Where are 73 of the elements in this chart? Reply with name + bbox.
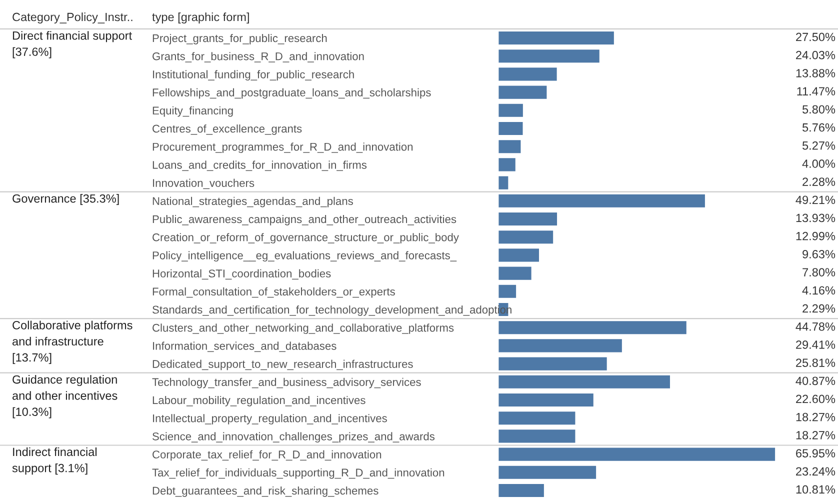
data-label: 2.29% (802, 304, 836, 313)
y-tick-label: Clusters_and_other_networking_and_collaborative_platforms (152, 324, 454, 334)
bar (498, 266, 532, 280)
data-label: 12.99% (796, 232, 836, 240)
y-tick-label: Information_services_and_databases (153, 342, 336, 352)
data-label: 13.88% (796, 69, 836, 78)
y-tick-label: Horizontal_STI_coordination_bodies (152, 269, 331, 280)
y-tick-label: Dedicated_support_to_new_research_infrastructures (152, 360, 413, 370)
y-tick-label: Fellowships_and_postgraduate_loans_and_scholarships (152, 88, 431, 99)
bar (498, 68, 557, 81)
data-label: 23.24% (796, 467, 836, 476)
text: Collaborative platforms and infrastructure [13.7%] (12, 320, 132, 364)
y-tick-label: Equity_financing (152, 106, 233, 117)
text: Governance [35.3%] (12, 194, 119, 206)
bar (498, 86, 547, 99)
bar (498, 158, 516, 172)
y-tick-label: Technology_transfer_and_business_advisory_services (152, 378, 421, 388)
text: Direct financial support [37.6%] (12, 31, 132, 58)
data-label: 25.81% (796, 358, 836, 367)
data-label: 49.21% (796, 196, 836, 204)
data-label: 9.63% (802, 250, 836, 258)
data-label: 29.41% (796, 340, 836, 349)
data-label: 5.76% (802, 123, 836, 132)
y-tick-label: Corporate_tax_relief_for_R_D_and_innovation (152, 450, 382, 461)
y-tick-label: Tax_relief_for_individuals_supporting_R_D_and_innovation (152, 468, 444, 479)
y-tick-label: Creation_or_reform_of_governance_structure_or_public_body (152, 233, 459, 244)
y-tick-label: Labour_mobility_regulation_and_incentives (152, 396, 366, 406)
bar (498, 104, 523, 117)
data-label: 24.03% (796, 50, 836, 60)
data-label: 18.27% (796, 431, 836, 440)
y-tick-label: Intellectual_property_regulation_and_incentives (153, 414, 387, 424)
y-tick-label: Science_and_innovation_challenges_prizes_and_awards (152, 432, 435, 443)
data-label: 13.93% (796, 214, 836, 222)
data-label: 40.87% (796, 376, 836, 386)
data-label: 27.50% (796, 32, 836, 42)
bar (498, 31, 614, 45)
text: Category_Policy_Instr.. (12, 12, 132, 24)
bar (498, 230, 554, 244)
bar (498, 284, 516, 298)
y-tick-label: National_strategies_agendas_and_plans (152, 196, 353, 208)
bar (498, 212, 558, 226)
bar (498, 140, 521, 154)
text: Guidance regulation and other incentives [10.3%] (12, 375, 118, 418)
data-label: 5.27% (802, 141, 836, 150)
data-label: 4.16% (802, 286, 836, 295)
y-tick-label: Project_grants_for_public_research (152, 34, 327, 44)
bar (498, 248, 539, 262)
data-label: 44.78% (796, 322, 836, 331)
y-tick-label: Institutional_funding_for_public_research (153, 70, 354, 81)
y-tick-label: Loans_and_credits_for_innovation_in_firms (152, 160, 367, 171)
y-tick-label: Centres_of_excellence_grants (152, 124, 302, 135)
data-label: 4.00% (802, 160, 836, 168)
data-label: 11.47% (797, 87, 836, 96)
y-tick-label: Grants_for_business_R_D_and_innovation (152, 52, 364, 62)
data-label: 5.80% (802, 105, 836, 114)
y-tick-label: Procurement_programmes_for_R_D_and_innovation (152, 142, 413, 153)
y-axis-title: type [graphic form] (152, 12, 249, 24)
data-label: 7.80% (802, 268, 836, 276)
text: Indirect financial support [3.1%] (12, 447, 97, 475)
bar (498, 176, 508, 190)
y-tick-label: Formal_consultation_of_stakeholders_or_experts (152, 287, 395, 298)
bar (498, 122, 523, 136)
data-label: 18.27% (796, 412, 836, 422)
y-tick-label: Innovation_vouchers (153, 178, 254, 190)
data-label: 10.81% (796, 485, 836, 494)
data-label: 2.28% (802, 178, 836, 186)
y-tick-label: Debt_guarantees_and_risk_sharing_schemes (152, 486, 378, 497)
data-label: 65.95% (796, 449, 836, 458)
y-tick-label: Policy_intelligence__eg_evaluations_reviews_and_forecasts_ (152, 251, 457, 262)
y-tick-label: Public_awareness_campaigns_and_other_outreach_activities (152, 214, 456, 226)
bar (498, 194, 705, 208)
bar (498, 50, 600, 63)
data-label: 22.60% (796, 394, 836, 404)
